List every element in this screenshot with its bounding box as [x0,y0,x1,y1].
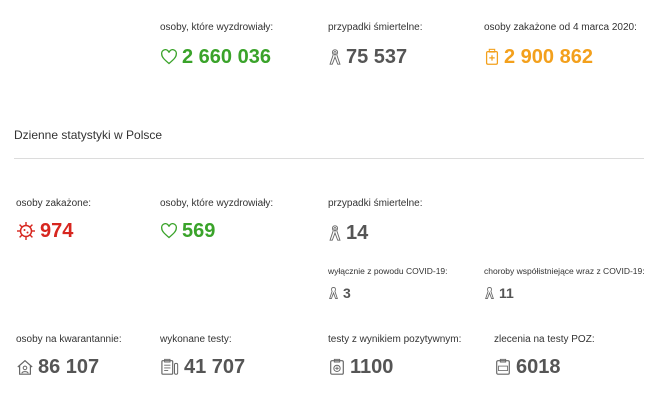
top-deaths-label: przypadki śmiertelne: [328,22,423,33]
deaths-covid-only-stat: wyłącznie z powodu COVID-19: 3 [328,266,448,300]
daily-recovered-stat: osoby, które wyzdrowiały: 569 [160,198,273,241]
deaths-comorbid-value: 11 [499,285,514,301]
heart-icon [160,49,178,65]
heart-icon [160,223,178,239]
ribbon-icon [328,286,339,300]
quarantine-value: 86 107 [38,356,100,378]
quarantine-stat: osoby na kwarantannie: 86 107 [16,334,122,377]
poz-test-icon [494,358,512,376]
daily-section-title: Dzienne statystyki w Polsce [14,128,163,142]
tests-label: wykonane testy: [160,334,232,345]
ribbon-icon [328,224,342,242]
tests-value: 41 707 [184,356,246,378]
daily-recovered-label: osoby, które wyzdrowiały: [160,198,274,209]
poz-orders-stat: zlecenia na testy POZ: 6018 [494,334,595,377]
top-deaths-stat: przypadki śmiertelne: 75 537 [328,22,422,67]
daily-deaths-stat: przypadki śmiertelne: 14 [328,198,422,243]
deaths-comorbid-label: choroby współistniejące wraz z COVID-19: [484,266,645,276]
test-kit-icon [484,48,500,66]
clipboard-test-icon [160,358,180,376]
positive-tests-label: testy z wynikiem pozytywnym: [328,334,462,345]
virus-icon [16,221,36,241]
top-infected-label: osoby zakażone od 4 marca 2020: [484,22,637,33]
daily-deaths-value: 14 [346,222,369,244]
daily-deaths-label: przypadki śmiertelne: [328,198,423,209]
daily-infected-label: osoby zakażone: [16,198,92,209]
house-person-icon [16,358,34,376]
tests-stat: wykonane testy: 41 707 [160,334,245,377]
positive-tests-value: 1100 [350,356,394,378]
top-infected-value: 2 900 862 [504,46,593,68]
section-divider [14,158,644,159]
deaths-covid-only-value: 3 [343,285,351,301]
ribbon-icon [484,286,495,300]
ribbon-icon [328,48,342,66]
top-infected-stat: osoby zakażone od 4 marca 2020: 2 900 86… [484,22,637,67]
positive-tests-stat: testy z wynikiem pozytywnym: 1100 [328,334,461,377]
daily-recovered-value: 569 [182,220,216,242]
top-recovered-label: osoby, które wyzdrowiały: [160,22,274,33]
poz-orders-value: 6018 [516,356,561,378]
daily-infected-stat: osoby zakażone: 974 [16,198,91,241]
top-deaths-value: 75 537 [346,46,408,68]
poz-orders-label: zlecenia na testy POZ: [494,334,595,345]
top-recovered-value: 2 660 036 [182,46,271,68]
quarantine-label: osoby na kwarantannie: [16,334,122,345]
deaths-comorbid-stat: choroby współistniejące wraz z COVID-19:… [484,266,645,300]
deaths-covid-only-label: wyłącznie z powodu COVID-19: [328,266,448,276]
positive-test-icon [328,358,346,376]
daily-infected-value: 974 [40,220,74,242]
top-recovered-stat: osoby, które wyzdrowiały: 2 660 036 [160,22,273,67]
